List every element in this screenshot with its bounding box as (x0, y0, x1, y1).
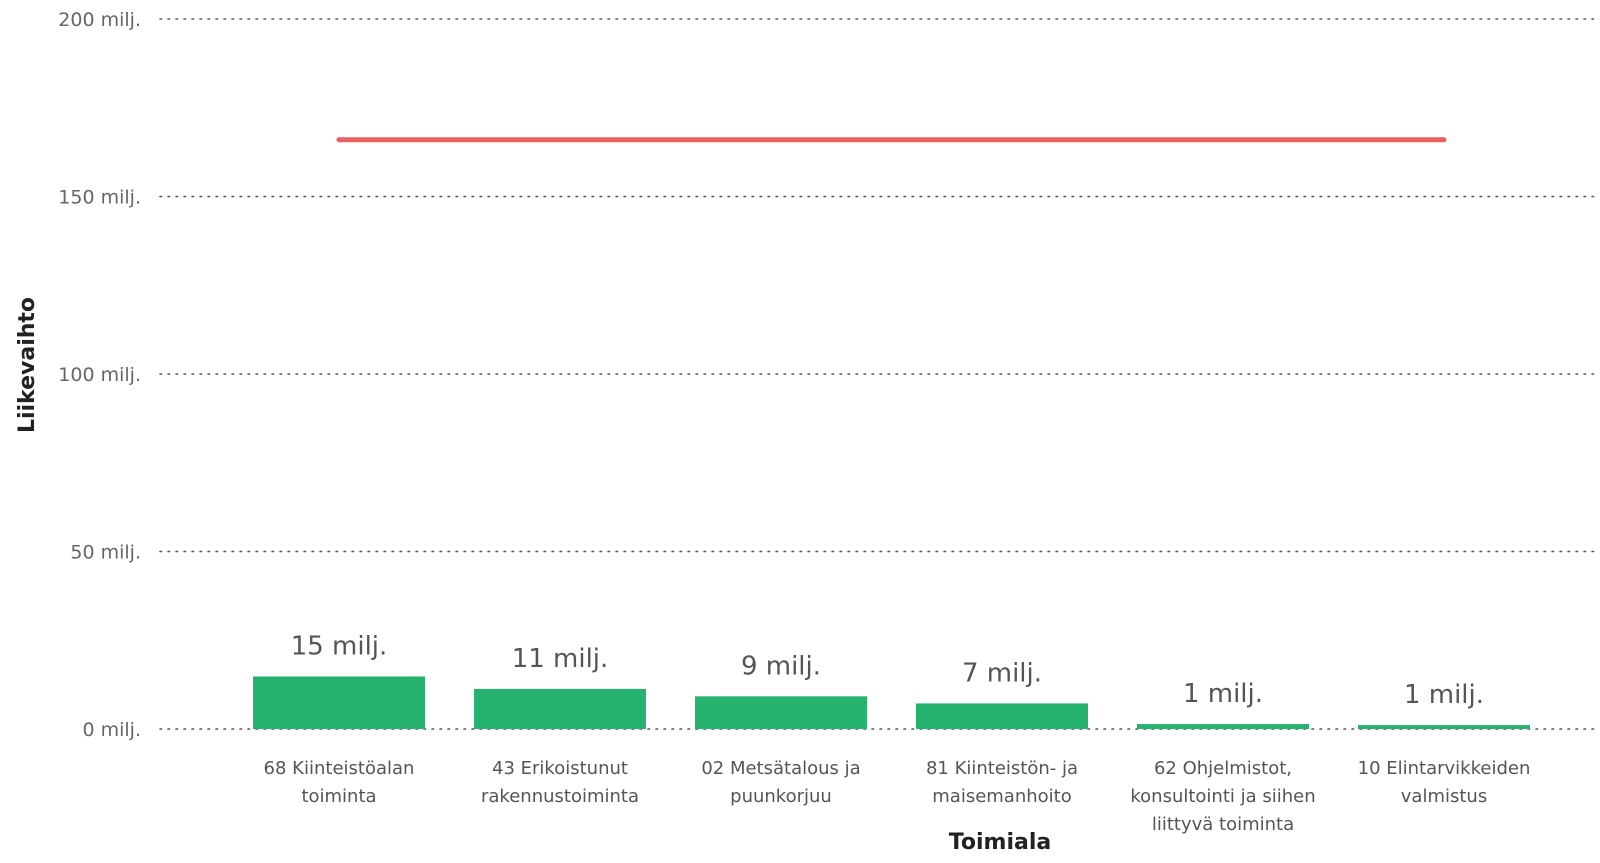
bar[interactable] (1137, 724, 1309, 729)
x-tick-label-line: maisemanhoito (932, 786, 1071, 807)
gridlines (159, 18, 1600, 730)
x-tick-label-line: 02 Metsätalous ja (701, 758, 860, 779)
y-axis-title: Liikevaihto (15, 297, 40, 433)
data-label: 11 milj. (512, 644, 609, 674)
data-label: 1 milj. (1183, 679, 1263, 709)
data-label: 1 milj. (1404, 680, 1484, 710)
bar[interactable] (1358, 725, 1530, 729)
bars (253, 676, 1530, 729)
x-tick-label: 62 Ohjelmistot, konsultointi ja siihen lii… (1130, 758, 1315, 835)
x-axis-title: Toimiala (949, 830, 1051, 855)
x-tick-label-line: 81 Kiinteistön- ja (926, 758, 1078, 779)
labels: 0 milj. 50 milj. 100 milj. 150 milj. 200 mil… (58, 9, 1530, 835)
x-tick-label: 68 Kiinteistöalan toiminta (264, 758, 415, 807)
y-tick-label: 100 milj. (58, 364, 141, 386)
bar[interactable] (253, 676, 425, 729)
x-tick-label-line: konsultointi ja siihen (1130, 786, 1315, 807)
y-tick-label: 0 milj. (82, 719, 141, 741)
x-tick-label-line: liittyvä toiminta (1152, 814, 1294, 835)
x-tick-label-line: 62 Ohjelmistot, (1154, 758, 1292, 779)
bar[interactable] (695, 696, 867, 729)
x-tick-label: 02 Metsätalous ja puunkorjuu (701, 758, 860, 807)
x-tick-label: 43 Erikoistunut rakennustoiminta (481, 758, 639, 807)
x-tick-label-line: 10 Elintarvikkeiden (1358, 758, 1531, 779)
x-tick-label: 10 Elintarvikkeiden valmistus (1358, 758, 1531, 807)
x-tick-label-line: 68 Kiinteistöalan (264, 758, 415, 779)
bar[interactable] (916, 703, 1088, 729)
x-tick-label-line: puunkorjuu (730, 786, 832, 807)
bar[interactable] (474, 688, 646, 729)
x-tick-label-line: 43 Erikoistunut (492, 758, 628, 779)
y-tick-label: 50 milj. (70, 542, 141, 564)
y-tick-label: 200 milj. (58, 9, 141, 31)
data-label: 7 milj. (962, 658, 1042, 688)
x-tick-label-line: toiminta (301, 786, 376, 807)
data-label: 9 milj. (741, 651, 821, 681)
y-tick-label: 150 milj. (58, 187, 141, 209)
x-tick-label: 81 Kiinteistön- ja maisemanhoito (926, 758, 1078, 807)
x-tick-label-line: rakennustoiminta (481, 786, 639, 807)
data-label: 15 milj. (291, 631, 388, 661)
x-tick-label-line: valmistus (1401, 786, 1487, 807)
